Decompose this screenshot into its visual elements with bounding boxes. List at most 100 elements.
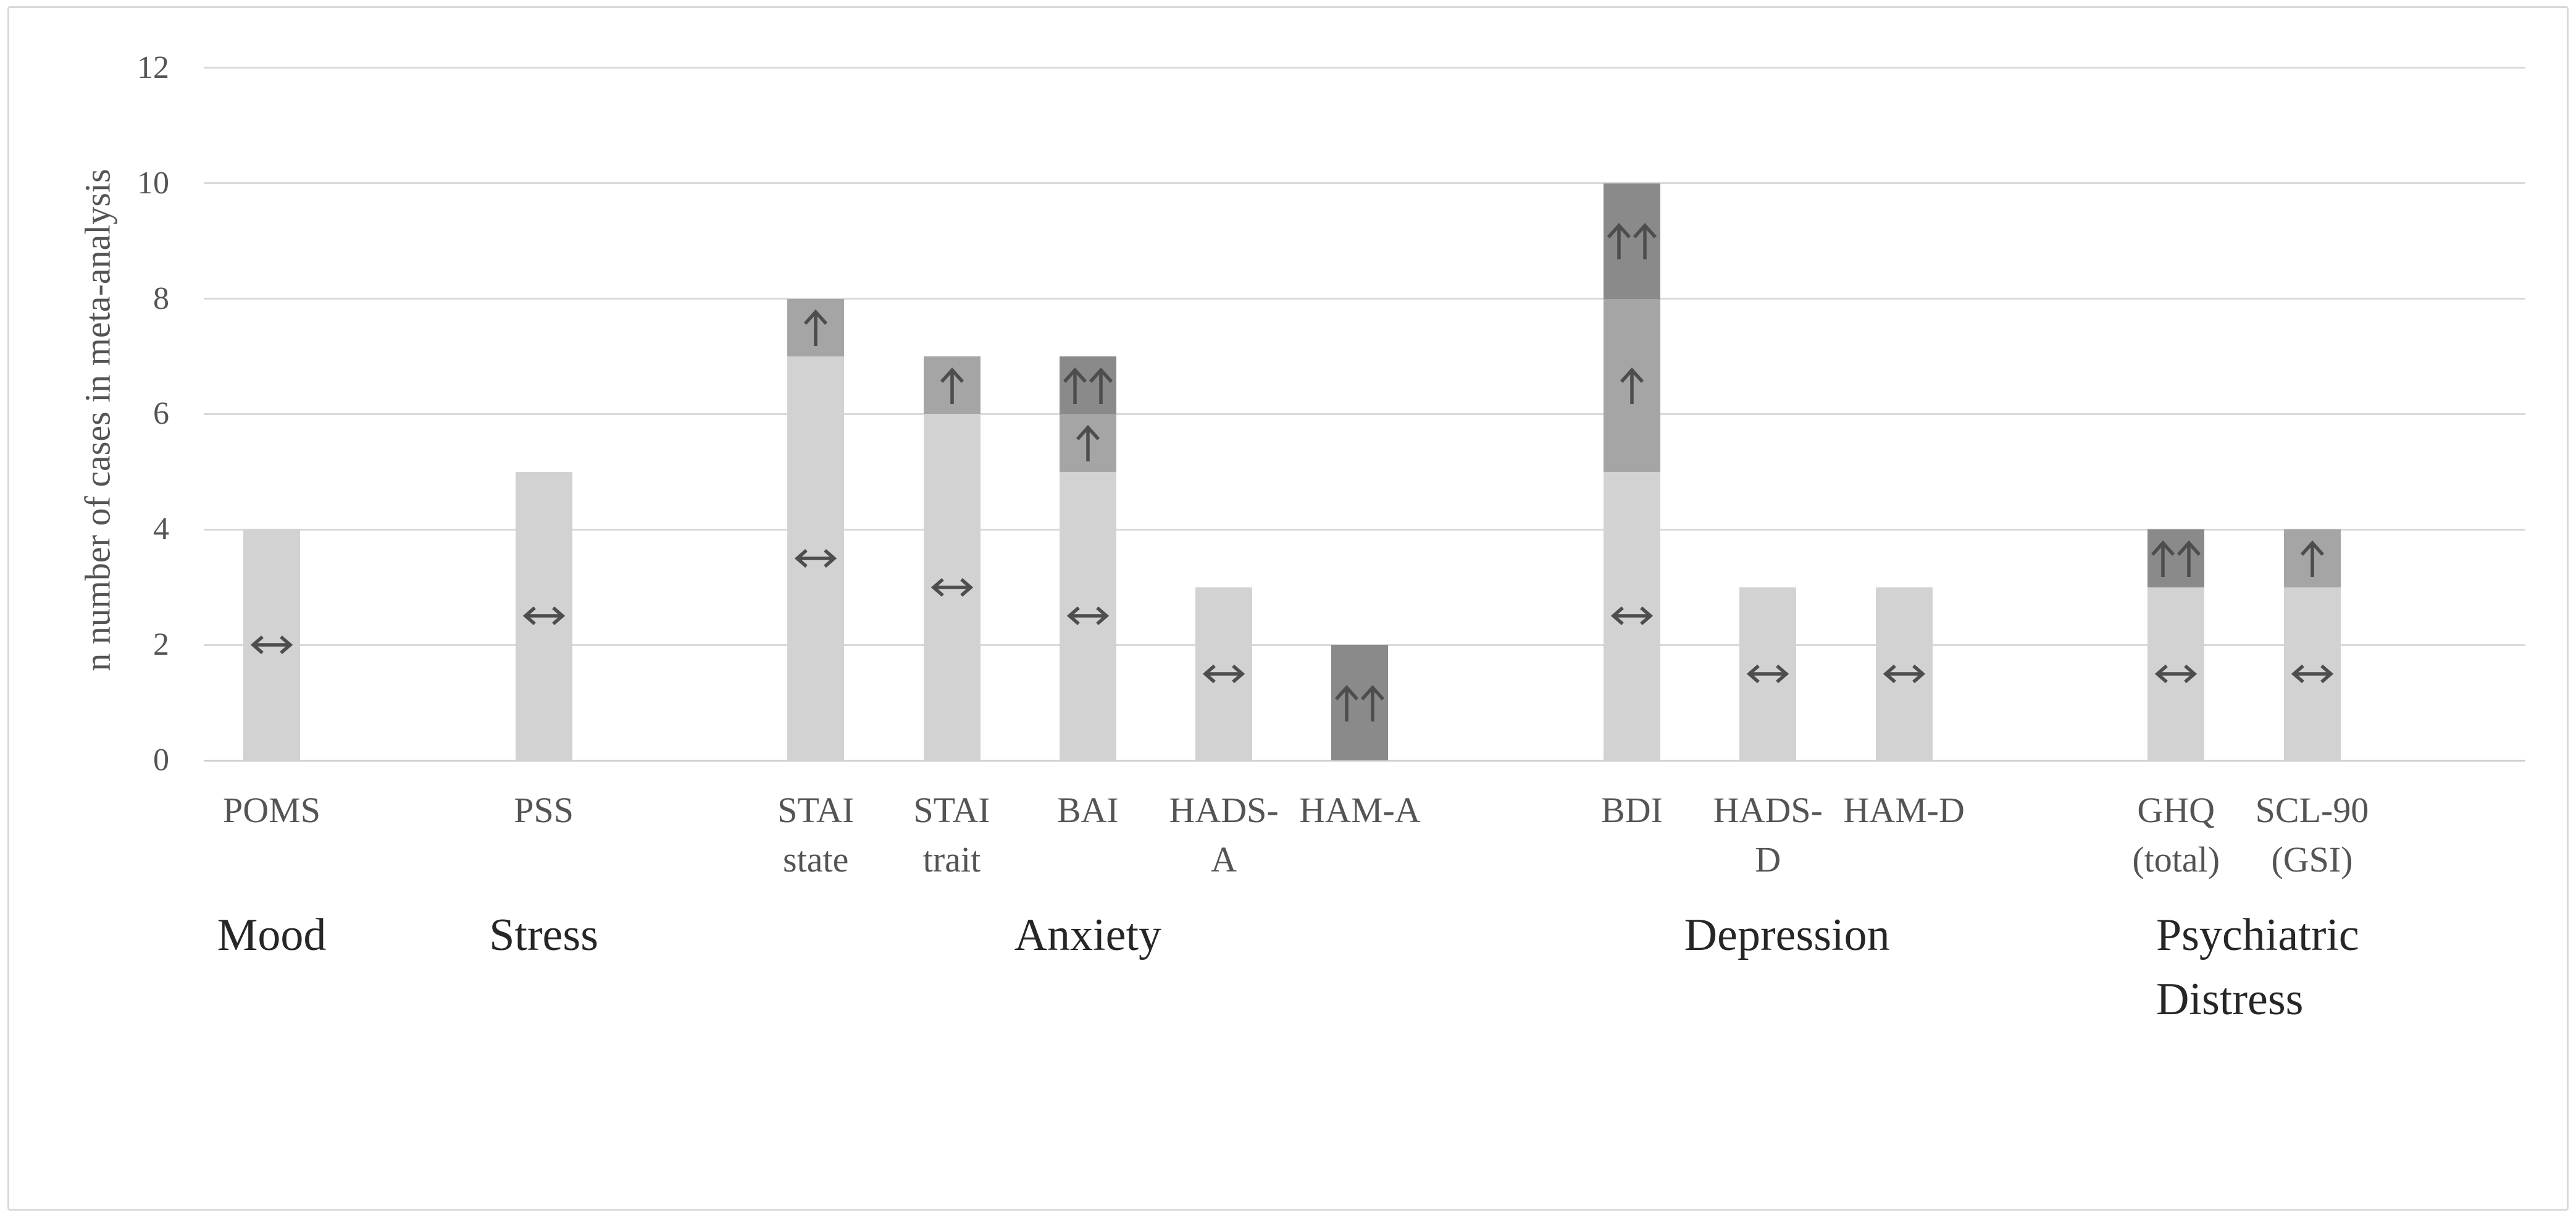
bar-ghq-total xyxy=(2147,529,2205,760)
double-up-arrow-icon xyxy=(1332,682,1387,724)
bar-segment-strong_increase xyxy=(1059,356,1116,414)
bar-segment-no_change xyxy=(1195,587,1253,760)
x-tick-label-line: GHQ xyxy=(2137,790,2215,830)
x-tick-label-line: BAI xyxy=(1056,790,1119,830)
figure-border xyxy=(7,6,2569,1211)
bar-segment-no_change xyxy=(1875,587,1933,760)
left-right-arrow-icon xyxy=(249,633,294,657)
x-tick-label: HADS- A xyxy=(1169,786,1278,885)
bar-segment-increase xyxy=(2283,529,2341,587)
bar-segment-no_change xyxy=(243,529,300,760)
x-tick-label-line: state xyxy=(783,839,849,880)
x-tick-label-line: BDI xyxy=(1601,790,1663,830)
bar-hads-d xyxy=(1739,587,1797,760)
y-tick-label: 6 xyxy=(153,396,169,432)
x-tick-label: HADS- D xyxy=(1713,786,1823,885)
x-tick-label: HAM-A xyxy=(1299,786,1421,835)
group-label-line: Mood xyxy=(217,910,327,960)
bar-segment-no_change xyxy=(1604,471,1660,760)
bar-bdi xyxy=(1604,183,1660,760)
up-arrow-icon xyxy=(1617,364,1647,406)
group-label-psychiatric-distress: Psychiatric Distress xyxy=(2156,903,2359,1032)
left-right-arrow-icon xyxy=(1746,662,1790,686)
bar-segment-no_change xyxy=(515,471,572,760)
left-right-arrow-icon xyxy=(930,575,974,600)
y-tick-label: 4 xyxy=(153,511,169,547)
x-tick-label-line: STAI xyxy=(913,790,990,830)
bar-segment-strong_increase xyxy=(1604,183,1660,299)
group-label-mood: Mood xyxy=(217,903,327,967)
bar-stai-state xyxy=(787,298,845,760)
up-arrow-icon xyxy=(2298,537,2327,579)
y-tick-label: 8 xyxy=(153,280,169,316)
left-right-arrow-icon xyxy=(2154,662,2198,686)
x-tick-label-line: STAI xyxy=(777,790,855,830)
x-tick-label: BAI xyxy=(1057,786,1119,835)
x-tick-label-line: trait xyxy=(922,839,981,880)
x-tick-label: BDI xyxy=(1601,786,1663,835)
group-label-depression: Depression xyxy=(1684,903,1890,967)
bar-segment-increase xyxy=(1059,414,1116,472)
bar-segment-increase xyxy=(1604,298,1660,472)
x-tick-label-line: SCL-90 xyxy=(2255,790,2369,830)
x-tick-label-line: POMS xyxy=(223,790,320,830)
up-arrow-icon xyxy=(801,306,830,348)
bar-pss xyxy=(515,471,572,760)
gridline xyxy=(204,67,2525,69)
x-tick-label-line: HAM-A xyxy=(1299,790,1421,830)
bar-segment-no_change xyxy=(2147,587,2205,760)
group-label-anxiety: Anxiety xyxy=(1014,903,1161,967)
up-arrow-icon xyxy=(937,364,967,406)
x-tick-label-line: D xyxy=(1755,839,1781,880)
double-up-arrow-icon xyxy=(2148,537,2204,579)
x-tick-label: STAI state xyxy=(777,786,854,885)
x-tick-label: SCL-90 (GSI) xyxy=(2256,786,2369,885)
group-label-line: Psychiatric xyxy=(2156,910,2359,960)
bar-segment-strong_increase xyxy=(2147,529,2205,587)
x-tick-label: POMS xyxy=(223,786,320,835)
x-tick-label-line: HAM-D xyxy=(1843,790,1965,830)
x-tick-label: PSS xyxy=(514,786,574,835)
bar-segment-increase xyxy=(923,356,981,414)
gridline xyxy=(204,413,2525,415)
up-arrow-icon xyxy=(1073,422,1103,464)
y-tick-label: 0 xyxy=(153,742,169,778)
left-right-arrow-icon xyxy=(1610,603,1654,628)
x-tick-label-line: A xyxy=(1211,839,1237,880)
x-tick-label: GHQ (total) xyxy=(2132,786,2220,885)
bar-segment-increase xyxy=(787,298,845,357)
group-label-line: Stress xyxy=(489,910,598,960)
gridline xyxy=(204,528,2525,531)
x-tick-label: STAI trait xyxy=(913,786,990,885)
x-tick-label-line: (GSI) xyxy=(2271,839,2353,880)
left-right-arrow-icon xyxy=(2290,662,2335,686)
bar-bai xyxy=(1059,356,1116,760)
bar-segment-no_change xyxy=(923,414,981,760)
bar-segment-no_change xyxy=(1739,587,1797,760)
x-tick-label-line: (total) xyxy=(2132,839,2220,880)
left-right-arrow-icon xyxy=(522,603,566,628)
group-label-line: Anxiety xyxy=(1014,910,1161,960)
gridline xyxy=(204,298,2525,300)
bar-ham-a xyxy=(1331,645,1389,760)
double-up-arrow-icon xyxy=(1060,364,1116,406)
y-tick-label: 12 xyxy=(137,49,169,85)
group-label-stress: Stress xyxy=(489,903,598,967)
bar-stai-trait xyxy=(923,356,981,760)
bar-segment-no_change xyxy=(1059,471,1116,760)
x-axis-line xyxy=(204,759,2525,762)
left-right-arrow-icon xyxy=(793,546,838,571)
x-tick-label: HAM-D xyxy=(1843,786,1965,835)
bar-segment-no_change xyxy=(2283,587,2341,760)
left-right-arrow-icon xyxy=(1202,662,1246,686)
left-right-arrow-icon xyxy=(1882,662,1926,686)
y-tick-label: 2 xyxy=(153,627,169,663)
group-label-line: Depression xyxy=(1684,910,1890,960)
bar-hads-a xyxy=(1195,587,1253,760)
group-label-line: Distress xyxy=(2156,974,2304,1025)
left-right-arrow-icon xyxy=(1066,603,1110,628)
x-tick-label-line: PSS xyxy=(514,790,574,830)
double-up-arrow-icon xyxy=(1604,220,1660,262)
bar-ham-d xyxy=(1875,587,1933,760)
